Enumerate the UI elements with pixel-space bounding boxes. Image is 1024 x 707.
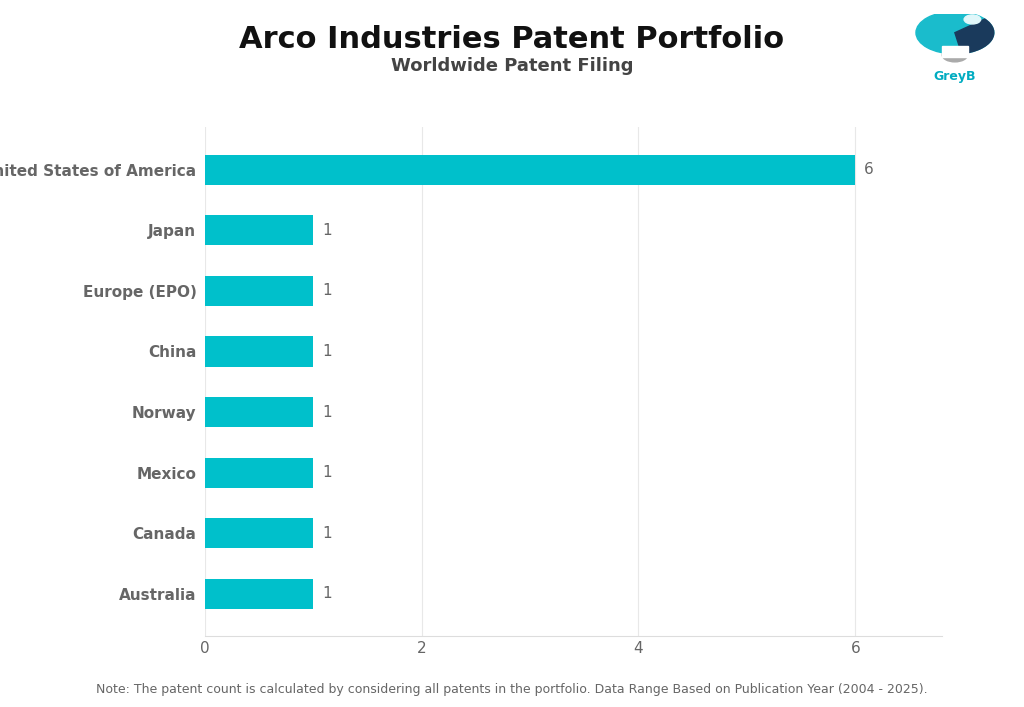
Text: Worldwide Patent Filing: Worldwide Patent Filing <box>391 57 633 74</box>
Bar <box>205 579 313 609</box>
Text: Arco Industries Patent Portfolio: Arco Industries Patent Portfolio <box>240 25 784 54</box>
Bar <box>205 276 313 306</box>
Bar <box>205 518 313 549</box>
Bar <box>205 457 313 488</box>
Text: 1: 1 <box>322 344 332 359</box>
Text: 6: 6 <box>864 162 873 177</box>
Text: GreyB: GreyB <box>934 70 976 83</box>
Bar <box>205 155 855 185</box>
Text: 1: 1 <box>322 465 332 480</box>
Circle shape <box>965 15 981 24</box>
Text: 1: 1 <box>322 586 332 602</box>
Bar <box>205 337 313 367</box>
Text: 1: 1 <box>322 404 332 419</box>
Text: Note: The patent count is calculated by considering all patents in the portfolio: Note: The patent count is calculated by … <box>96 684 928 696</box>
Bar <box>205 397 313 427</box>
Bar <box>205 215 313 245</box>
Text: 1: 1 <box>322 526 332 541</box>
Circle shape <box>942 48 968 62</box>
Text: 1: 1 <box>322 223 332 238</box>
Bar <box>942 46 968 57</box>
Wedge shape <box>954 19 993 54</box>
Circle shape <box>915 11 993 54</box>
Text: 1: 1 <box>322 284 332 298</box>
